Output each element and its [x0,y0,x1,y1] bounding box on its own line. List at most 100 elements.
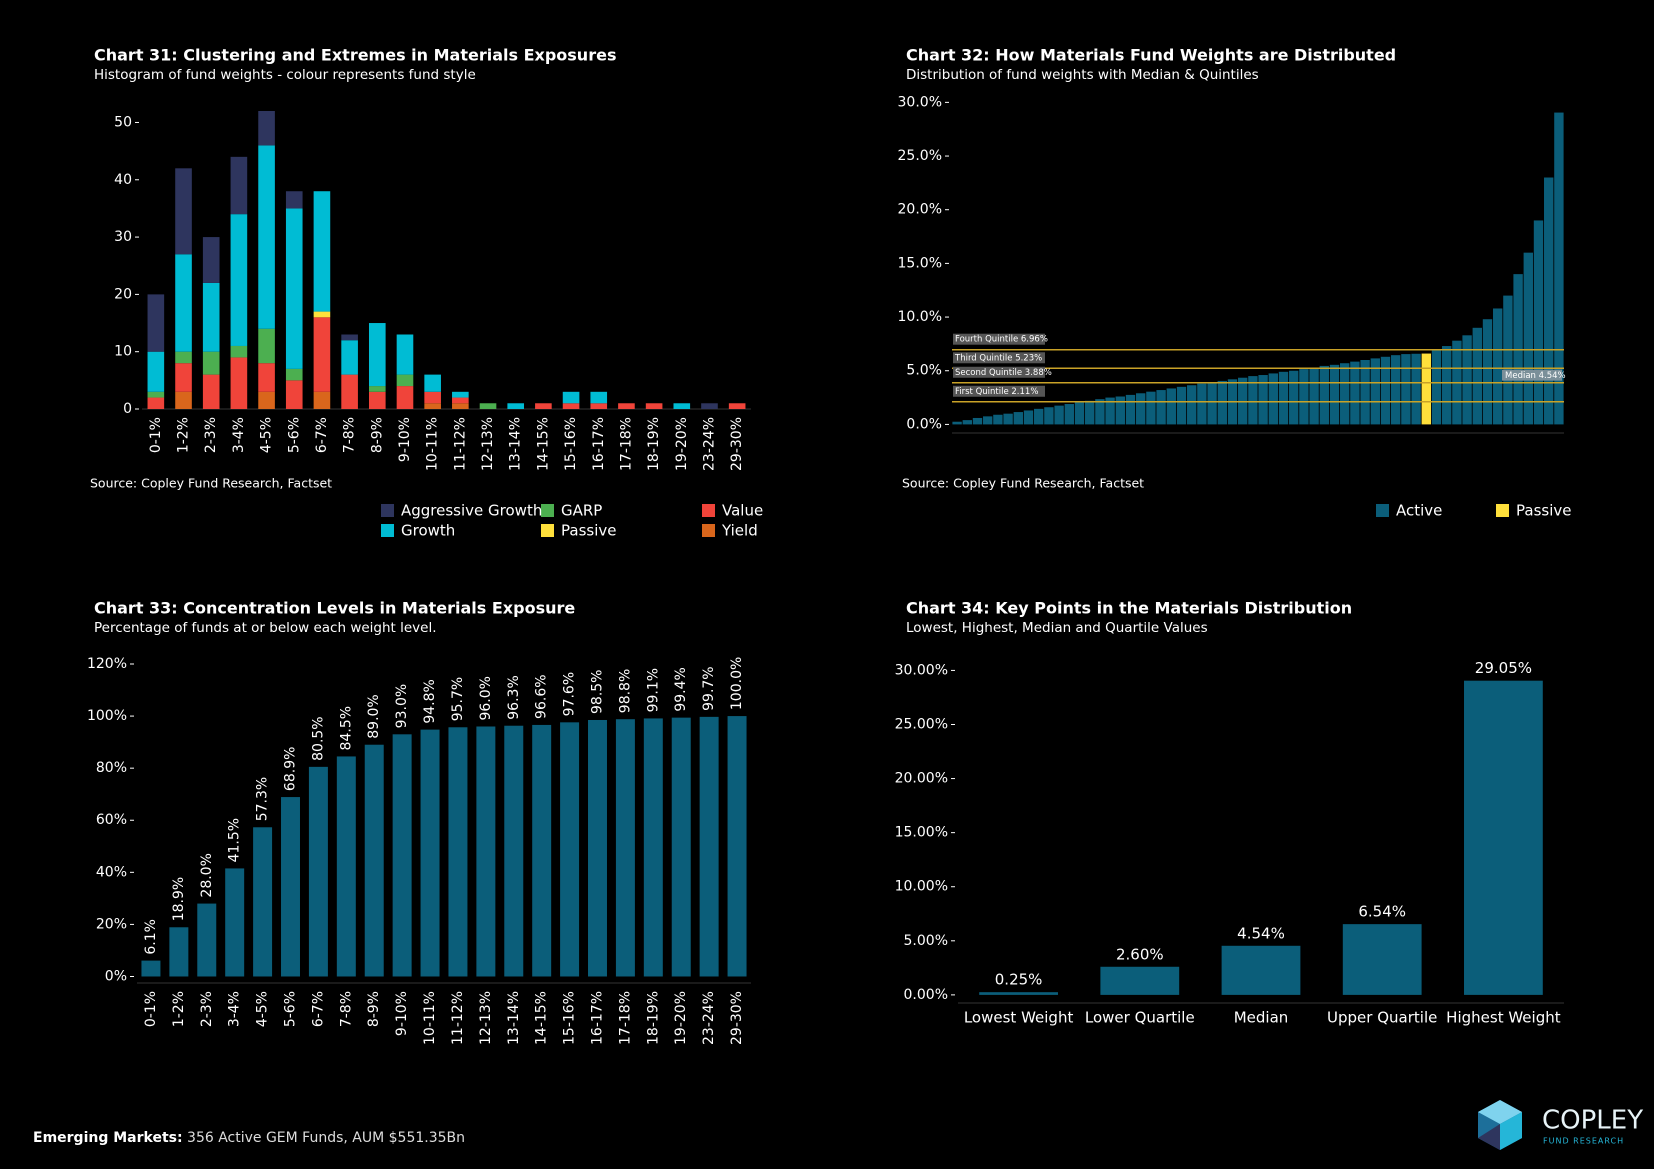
value-label: 99.4% [673,667,689,711]
bar-segment [1023,410,1034,425]
bar-segment [1299,369,1309,425]
bar [532,724,552,977]
bar-segment [452,397,469,404]
legend-swatch [541,504,554,517]
bar-segment [1370,358,1380,425]
x-tick-label: 5-6% [283,991,299,1027]
y-tick-label: 40% [96,864,127,880]
x-tick-label: 14-15% [534,991,550,1045]
bar-segment [535,403,552,409]
value-label: 2.60% [1116,945,1164,963]
value-label: 84.5% [338,706,354,750]
x-tick-label: 15-16% [562,991,578,1045]
bar [643,718,663,977]
bar [392,734,412,977]
legend-label: Passive [561,522,616,540]
annotation-box [953,333,1045,345]
logo-name: COPLEY [1542,1106,1643,1136]
bar-segment [618,403,635,409]
bar-segment [1146,391,1156,425]
bar-segment [479,403,497,409]
annotation-box [1502,369,1562,381]
x-tick-label: 23-24% [701,417,717,471]
value-label: 57.3% [255,777,271,821]
bar [476,726,496,977]
bar-segment [1054,405,1064,425]
bar-segment [1493,308,1503,425]
x-tick-label: 12-13% [478,991,494,1045]
legend-swatch [381,504,394,517]
bar-segment [1350,361,1360,425]
annotation-box [953,352,1045,364]
legend-label: Passive [1516,502,1571,520]
chart-title: Chart 31: Clustering and Extremes in Mat… [94,46,616,65]
x-tick-label: 3-4% [231,417,247,453]
y-tick-label: 5.0% [906,363,942,379]
bar-segment [1085,400,1095,425]
bar-segment [285,368,303,381]
x-tick-label: 7-8% [342,417,358,453]
bar-segment [424,403,441,409]
bar-segment [424,391,441,404]
x-tick-label: 11-12% [450,991,466,1045]
value-label: 96.6% [534,674,550,718]
y-tick-label: 10 [114,344,132,360]
x-tick-label: 13-14% [508,417,524,471]
bar-segment [1207,382,1217,425]
legend-label: Aggressive Growth [401,502,542,520]
bar [336,756,356,977]
bar-segment [1003,413,1013,425]
bar-segment [202,282,220,352]
legend-label: Growth [401,522,455,540]
x-tick-label: 8-9% [366,991,382,1027]
bar [615,719,635,977]
bar [588,719,607,977]
x-tick-label: Lower Quartile [1085,1009,1195,1027]
x-tick-label: 5-6% [286,417,302,453]
bar-segment [175,351,192,364]
bar-segment [258,328,275,364]
bar-segment [368,386,386,392]
bar [308,766,328,977]
bar-segment [1411,353,1421,425]
bar [420,729,440,977]
bar-segment [313,311,331,318]
legend-swatch [541,524,554,537]
annotation-box [953,366,1045,378]
bar-segment [396,386,414,409]
y-tick-label: 10.00% [895,879,948,895]
y-tick-label: 20.00% [895,771,948,787]
value-label: 98.5% [590,670,606,714]
bar-segment [396,374,414,387]
value-label: 41.5% [227,818,243,862]
x-tick-label: 2-3% [199,991,215,1027]
x-tick-label: 4-5% [259,417,275,453]
value-label: 80.5% [310,716,326,760]
x-tick-label: 19-20% [673,991,689,1045]
bar-segment [285,380,303,409]
value-label: 96.3% [506,675,522,719]
bar-segment [645,403,663,409]
bar [253,827,273,977]
bar-segment [1115,396,1125,425]
bar [1100,966,1180,995]
bar [364,744,384,977]
legend-swatch [381,524,394,537]
bar-segment [1095,399,1105,425]
x-tick-label: 6-7% [310,991,326,1027]
source-note: Source: Copley Fund Research, Factset [90,476,332,491]
y-tick-label: 40 [114,172,132,188]
value-label: 99.7% [701,666,717,710]
bar-segment [1544,177,1554,425]
bar-segment [341,340,358,375]
x-tick-label: 1-2% [171,991,187,1027]
bar [1464,680,1543,995]
value-label: 6.54% [1358,903,1406,921]
bar-segment [972,417,983,425]
bar-segment [230,156,248,215]
bar-segment [1268,373,1278,425]
bar-segment [1319,365,1329,425]
bar-segment [285,191,303,209]
bar-segment [368,391,386,409]
